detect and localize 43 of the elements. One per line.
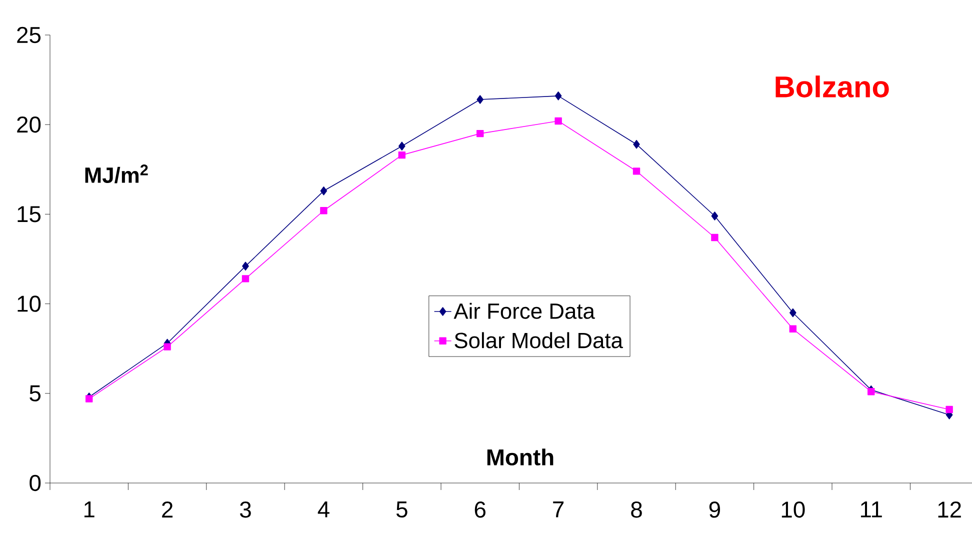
point [242,262,249,271]
point [711,212,718,220]
x-tick-label: 12 [938,502,961,518]
point [242,275,250,282]
point [789,325,797,332]
point [164,343,171,350]
point [632,168,640,175]
point [633,140,640,149]
y-tick-label: 5 [30,385,41,402]
x-tick-label: 3 [240,502,251,518]
point [398,151,406,159]
y-tick-label: 25 [17,26,41,44]
point [398,142,406,150]
x-tick-label: 2 [162,502,173,518]
y-tick-label: 20 [17,116,41,133]
y-tick-label: 0 [30,474,41,492]
x-tick-label: 4 [318,502,330,518]
y-axis-title: MJ/m$^{2}$ [85,164,148,184]
x-tick-label: 5 [396,502,408,518]
point [86,395,93,402]
legend-label: Solar Model Data [454,332,623,348]
point [554,117,562,125]
x-tick-label: 1 [84,502,94,518]
point [476,130,484,138]
x-tick-label: 6 [474,502,486,518]
point [790,308,796,318]
point [320,207,328,214]
x-tick-label: 11 [860,502,882,518]
x-tick-label: 9 [709,502,720,518]
y-tick-label: 10 [18,296,41,312]
text: Bolzano [776,76,889,98]
x-tick-label: 8 [631,502,642,518]
x-tick-label: 7 [553,502,564,518]
point [476,95,484,104]
point [868,388,875,396]
point [320,186,328,196]
point [554,92,562,100]
legend-label: Air Force Data [454,302,595,319]
x-tick-label: 10 [782,502,805,518]
point [946,406,953,414]
y-tick-label: 15 [18,206,41,222]
point [711,234,718,242]
x-axis-title: Month [487,448,554,466]
